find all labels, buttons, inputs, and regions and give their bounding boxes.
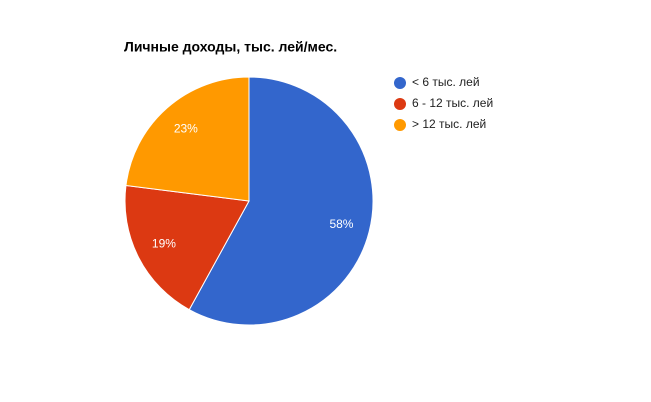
pie-slice (188, 76, 374, 326)
pie-slice (125, 76, 250, 202)
chart-title: Личные доходы, тыс. лей/мес. (124, 39, 337, 55)
legend-marker (394, 98, 406, 110)
pie-slice (124, 184, 250, 311)
legend-label: < 6 тыс. лей (412, 75, 480, 89)
legend-marker (394, 77, 406, 89)
slice-label: 19% (152, 237, 176, 251)
slice-label: 23% (174, 122, 198, 136)
legend-marker (394, 119, 406, 131)
legend-label: > 12 тыс. лей (412, 117, 486, 131)
legend-label: 6 - 12 тыс. лей (412, 96, 493, 110)
slice-label: 58% (329, 217, 353, 231)
